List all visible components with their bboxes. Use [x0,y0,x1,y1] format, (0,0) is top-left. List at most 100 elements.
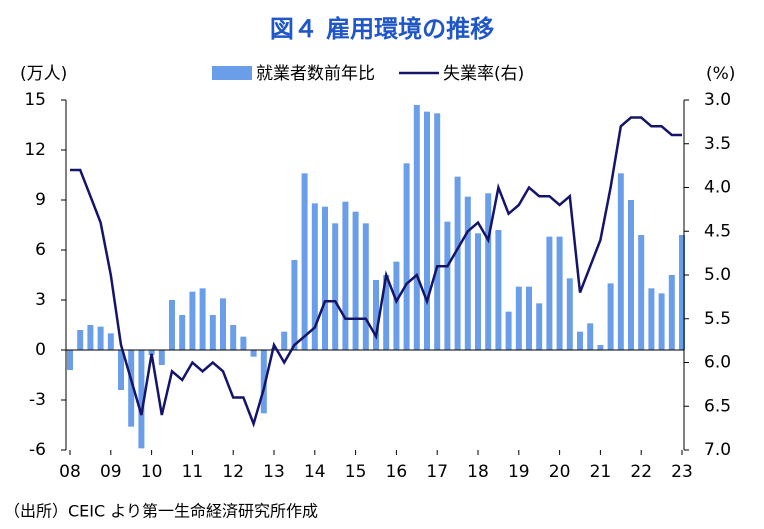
y2-tick-label: 6.0 [704,353,731,373]
bar [77,330,84,350]
bar [577,331,583,350]
bar [260,350,267,414]
bar [607,283,614,350]
y2-tick-label: 3.5 [704,134,731,154]
bar [118,350,124,390]
bar [454,176,461,350]
bar [373,280,379,350]
x-tick-label: 20 [549,462,571,482]
bar [587,323,594,350]
x-tick-label: 12 [222,462,244,482]
y2-tick-label: 7.0 [704,440,731,460]
y2-tick-label: 6.5 [704,396,731,416]
bar [362,223,369,350]
bar [638,235,645,350]
y2-tick-label: 4.5 [704,221,731,241]
source-note: （出所）CEIC より第一生命経済研究所作成 [4,502,318,521]
y-tick-label: 15 [24,90,46,110]
bar [556,236,563,350]
bar [658,293,665,350]
bar [546,236,553,350]
bar [220,298,226,350]
y-tick-label: 0 [35,340,46,360]
bar [281,331,288,350]
bar [199,288,206,350]
x-tick-label: 14 [304,462,326,482]
y2-tick-label: 5.5 [704,309,731,329]
bar [495,230,502,350]
bar [648,288,655,350]
bar [413,105,420,350]
bar [393,261,400,350]
bar [291,260,298,350]
bar [526,286,532,350]
bar [628,200,634,350]
bar [424,111,430,351]
bar [485,193,492,350]
line [70,116,682,428]
y2-tick-label: 3.0 [704,90,731,110]
bar [301,173,308,350]
x-tick-label: 16 [386,462,408,482]
x-tick-label: 22 [630,462,652,482]
y2-axis-label: (%) [706,64,735,84]
bar [464,196,471,350]
bar [342,201,349,350]
bar [97,326,104,350]
bar [434,113,441,350]
x-tick-label: 21 [590,462,612,482]
x-tick-label: 08 [59,462,81,482]
x-tick-label: 19 [508,462,530,482]
y-tick-label: 9 [35,190,46,210]
bar [322,206,328,350]
x-tick-label: 10 [141,462,163,482]
bar [475,233,481,350]
bar [617,173,624,350]
bar [536,303,543,350]
x-tick-label: 17 [426,462,448,482]
legend-label: 就業者数前年比 [256,64,375,84]
x-tick-label: 23 [671,462,693,482]
bar [250,350,257,357]
bar [148,350,155,355]
bar [128,350,135,427]
bar [311,203,318,350]
x-tick-label: 15 [345,462,367,482]
bar [138,350,145,449]
y-axis-label: (万人) [20,64,67,84]
bar [505,311,512,350]
bar [668,275,675,350]
y-tick-label: -3 [29,390,46,410]
bar [515,286,522,350]
bar [383,275,390,350]
x-tick-label: 11 [182,462,204,482]
bar [679,235,685,350]
y-tick-label: 6 [35,240,46,260]
x-tick-label: 13 [263,462,285,482]
bar [230,325,237,350]
bar [566,278,573,350]
y-tick-label: -6 [29,440,46,460]
bar [67,350,73,370]
bar [597,345,604,350]
x-tick-label: 18 [467,462,489,482]
legend-label: 失業率(右) [443,64,524,84]
bar [87,325,94,350]
bar [107,333,114,350]
legend-swatch [212,66,252,80]
bar [403,163,410,350]
bar [169,300,175,350]
bar [352,211,359,350]
bar [189,291,196,350]
bar [332,223,339,350]
bar [179,315,186,350]
y-tick-label: 3 [35,290,46,310]
chart-title: 図４ 雇用環境の推移 [270,15,494,43]
y2-tick-label: 4.0 [704,178,731,198]
x-tick-label: 09 [100,462,122,482]
bar [444,221,451,350]
bar [158,350,165,365]
bar [240,336,247,350]
y-tick-label: 12 [24,140,46,160]
